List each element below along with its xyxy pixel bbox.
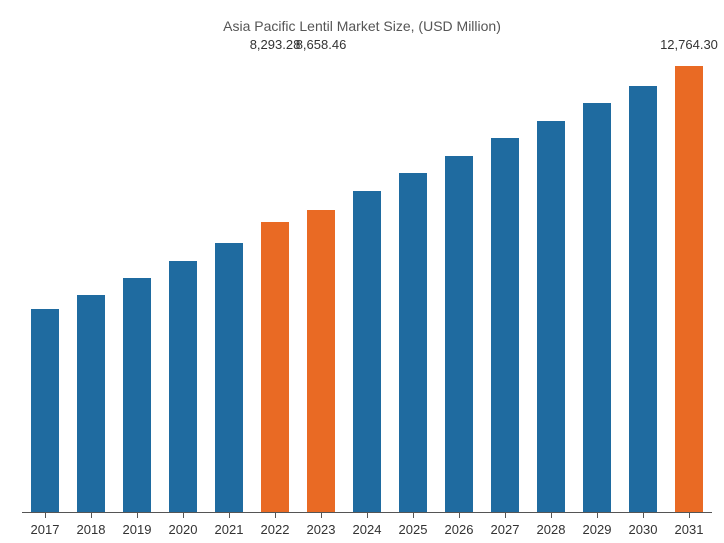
x-tick-mark bbox=[643, 512, 644, 518]
x-tick-mark bbox=[275, 512, 276, 518]
bar bbox=[353, 191, 381, 512]
x-tick-mark bbox=[689, 512, 690, 518]
x-tick-label: 2023 bbox=[298, 522, 344, 537]
bar bbox=[491, 138, 519, 512]
x-tick-mark bbox=[505, 512, 506, 518]
bar-value-label: 8,293.28 bbox=[250, 37, 301, 52]
x-tick-label: 2025 bbox=[390, 522, 436, 537]
bar-slot: 8,658.46 bbox=[298, 58, 344, 512]
bars-container: 8,293.288,658.46 12,764.30 bbox=[22, 58, 712, 512]
x-tick-label: 2020 bbox=[160, 522, 206, 537]
chart-title: Asia Pacific Lentil Market Size, (USD Mi… bbox=[0, 18, 724, 34]
x-tick-label: 2021 bbox=[206, 522, 252, 537]
bar bbox=[215, 243, 243, 512]
bar-slot bbox=[620, 58, 666, 512]
bar bbox=[123, 278, 151, 512]
bar bbox=[445, 156, 473, 512]
bar-slot bbox=[482, 58, 528, 512]
bar bbox=[537, 121, 565, 512]
bar-slot bbox=[436, 58, 482, 512]
bar bbox=[169, 261, 197, 512]
plot-area: 8,293.288,658.46 12,764.30 bbox=[22, 58, 712, 513]
bar-value-label: 8,658.46 bbox=[296, 37, 347, 52]
x-axis: 2017201820192020202120222023202420252026… bbox=[22, 522, 712, 537]
x-tick-label: 2018 bbox=[68, 522, 114, 537]
bar bbox=[31, 309, 59, 512]
x-tick-label: 2028 bbox=[528, 522, 574, 537]
x-tick-mark bbox=[137, 512, 138, 518]
x-tick-label: 2029 bbox=[574, 522, 620, 537]
x-tick-mark bbox=[413, 512, 414, 518]
x-tick-label: 2024 bbox=[344, 522, 390, 537]
bar bbox=[261, 222, 289, 512]
bar-slot bbox=[160, 58, 206, 512]
x-tick-label: 2022 bbox=[252, 522, 298, 537]
x-tick-mark bbox=[459, 512, 460, 518]
x-tick-label: 2031 bbox=[666, 522, 712, 537]
x-tick-label: 2019 bbox=[114, 522, 160, 537]
bar bbox=[307, 210, 335, 512]
x-tick-mark bbox=[91, 512, 92, 518]
bar bbox=[583, 103, 611, 512]
x-tick-mark bbox=[321, 512, 322, 518]
x-tick-mark bbox=[183, 512, 184, 518]
bar-slot bbox=[344, 58, 390, 512]
bar-slot bbox=[68, 58, 114, 512]
bar bbox=[629, 86, 657, 512]
bar-value-label: 12,764.30 bbox=[660, 37, 718, 52]
bar-slot bbox=[22, 58, 68, 512]
bar-slot bbox=[390, 58, 436, 512]
bar-slot bbox=[114, 58, 160, 512]
x-tick-mark bbox=[597, 512, 598, 518]
bar bbox=[77, 295, 105, 512]
x-tick-label: 2026 bbox=[436, 522, 482, 537]
x-tick-label: 2017 bbox=[22, 522, 68, 537]
x-tick-mark bbox=[551, 512, 552, 518]
bar-slot: 8,293.28 bbox=[252, 58, 298, 512]
bar bbox=[675, 66, 703, 512]
x-tick-label: 2030 bbox=[620, 522, 666, 537]
bar-slot bbox=[574, 58, 620, 512]
x-tick-mark bbox=[45, 512, 46, 518]
x-tick-mark bbox=[367, 512, 368, 518]
bar bbox=[399, 173, 427, 512]
x-tick-mark bbox=[229, 512, 230, 518]
bar-slot bbox=[206, 58, 252, 512]
x-tick-label: 2027 bbox=[482, 522, 528, 537]
bar-slot: 12,764.30 bbox=[666, 58, 712, 512]
bar-slot bbox=[528, 58, 574, 512]
